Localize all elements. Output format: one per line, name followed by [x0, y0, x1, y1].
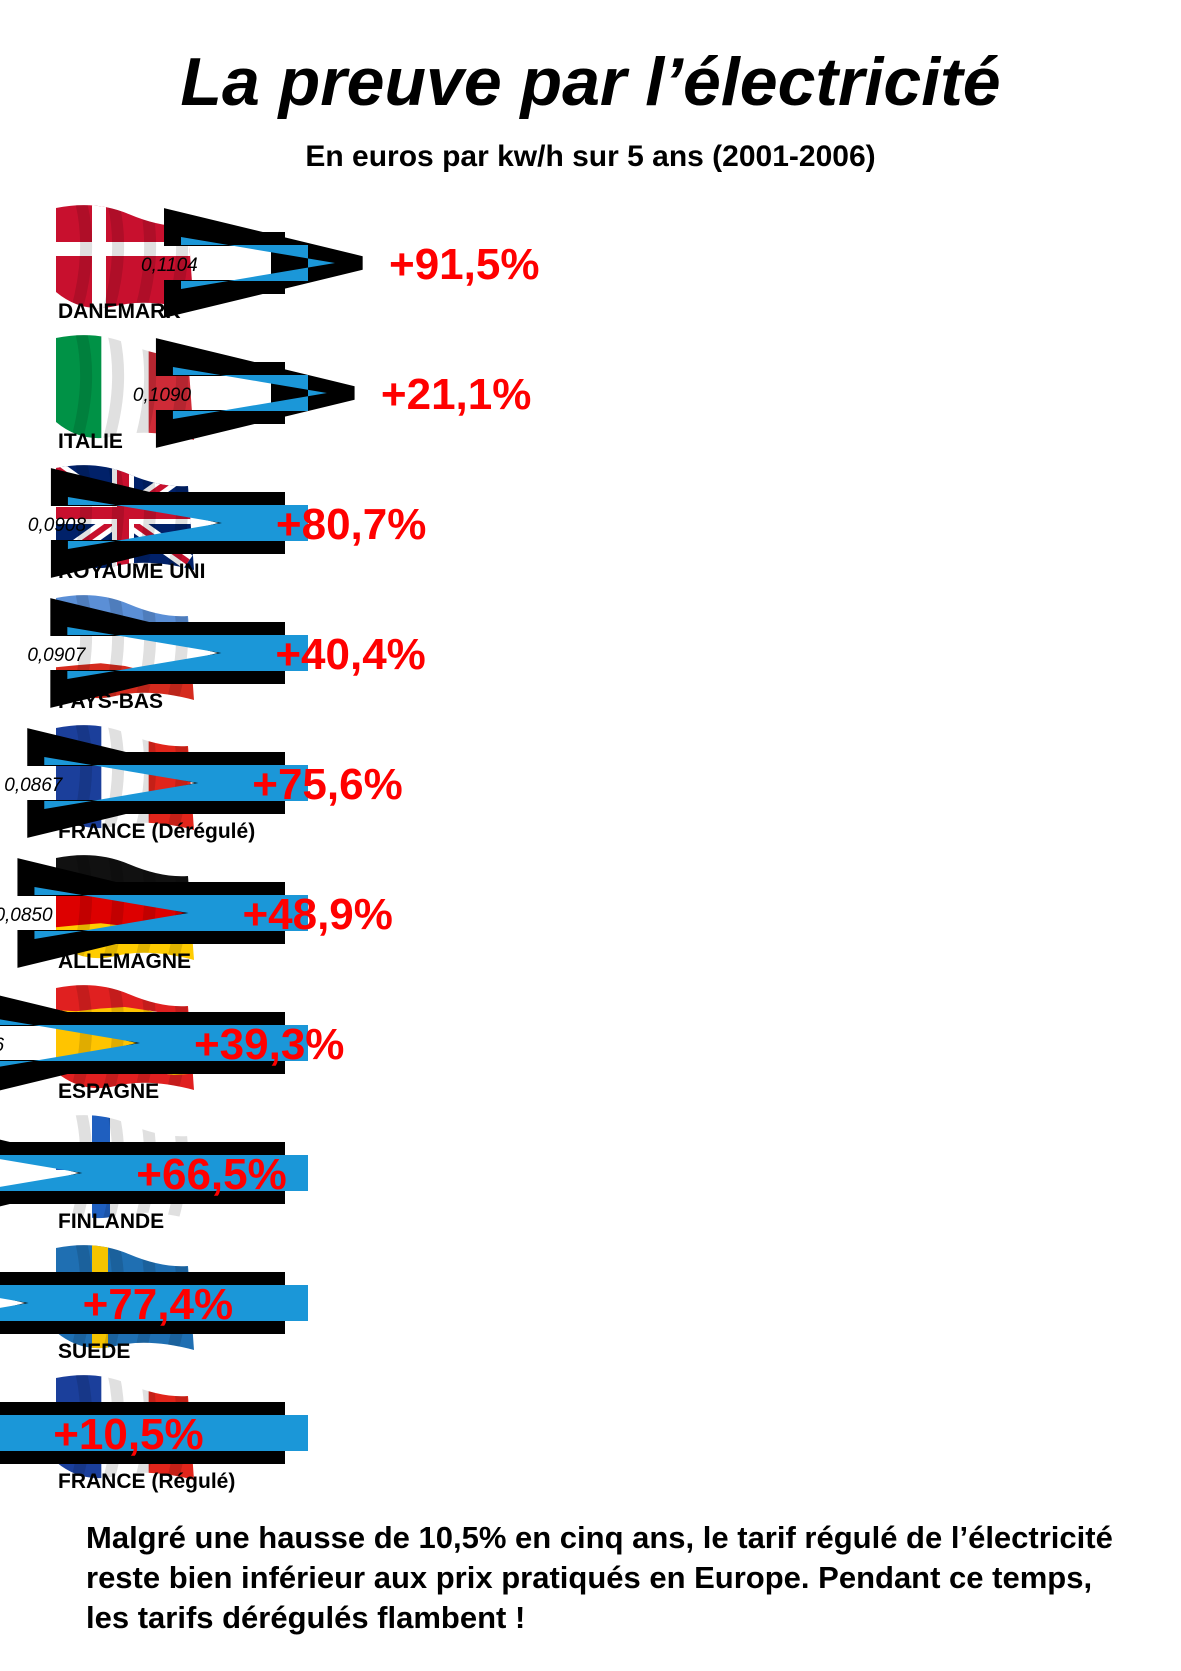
- country-row: FRANCE (Dérégulé) 0,0867 +75,6%: [4, 725, 403, 843]
- value-label: 0,1104: [141, 255, 198, 276]
- page-title: La preuve par l’électricité: [180, 44, 1001, 120]
- value-label: 0,1090: [133, 385, 192, 406]
- price-arrow: [0, 995, 285, 1091]
- change-label: +75,6%: [252, 760, 402, 809]
- price-arrow: [50, 598, 285, 708]
- price-arrow-fill: [172, 367, 327, 419]
- change-label: +80,7%: [276, 500, 426, 549]
- change-label: +66,5%: [136, 1150, 286, 1199]
- value-label: 0,0850: [0, 905, 53, 926]
- change-label: +39,3%: [194, 1020, 344, 1069]
- price-arrow-fill: [67, 627, 309, 679]
- country-label: ALLEMAGNE: [58, 950, 191, 973]
- change-label: +40,4%: [275, 630, 425, 679]
- country-row: DANEMARK 0,1104 +91,5%: [56, 205, 539, 323]
- country-row: FRANCE (Régulé)0,0522+10,5%: [0, 1375, 308, 1493]
- price-arrow-fill: [67, 497, 308, 549]
- change-label: +21,1%: [381, 370, 531, 419]
- price-arrow-fill: [44, 757, 308, 809]
- country-label: FRANCE (Régulé): [58, 1470, 235, 1493]
- price-arrow: [50, 468, 285, 578]
- country-row: ALLEMAGNE 0,0850 +48,9%: [0, 855, 393, 973]
- price-arrow-fill: [0, 1019, 308, 1067]
- change-label: +77,4%: [83, 1280, 233, 1329]
- country-label: SUEDE: [58, 1340, 130, 1363]
- price-arrow: [27, 728, 285, 838]
- footnote: Malgré une hausse de 10,5% en cinq ans, …: [86, 1520, 1113, 1635]
- country-label: ESPAGNE: [58, 1080, 159, 1103]
- change-label: +48,9%: [242, 890, 392, 939]
- country-row: ITALIE 0,1090 +21,1%: [56, 335, 531, 453]
- value-label: 0,0867: [4, 775, 64, 796]
- price-arrow-fill: [0, 1155, 308, 1191]
- price-arrow: [17, 858, 285, 968]
- page-subtitle: En euros par kw/h sur 5 ans (2001-2006): [305, 140, 876, 173]
- value-label: 0,0907: [27, 645, 87, 666]
- country-label: FINLANDE: [58, 1210, 164, 1233]
- change-label: +91,5%: [389, 240, 539, 289]
- price-arrow-fill: [181, 237, 336, 289]
- country-row: FINLANDE0,0666+66,5%: [0, 1115, 308, 1233]
- value-label: 0,0766: [0, 1035, 5, 1056]
- price-arrow-fill: [0, 1285, 308, 1321]
- country-row: ESPAGNE 0,0766 +39,3%: [0, 985, 344, 1103]
- value-label: 0,0908: [28, 515, 87, 536]
- price-arrow-fill: [0, 1415, 308, 1451]
- country-label: ITALIE: [58, 430, 123, 453]
- change-label: +10,5%: [53, 1410, 203, 1459]
- country-label: FRANCE (Dérégulé): [58, 820, 255, 843]
- country-label: DANEMARK: [58, 300, 181, 323]
- country-row: SUEDE0,0573+77,4%: [0, 1245, 308, 1363]
- price-arrow-fill: [34, 887, 308, 939]
